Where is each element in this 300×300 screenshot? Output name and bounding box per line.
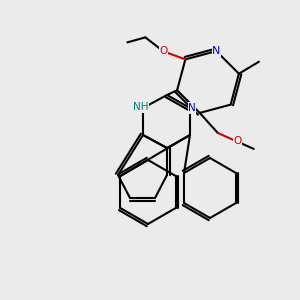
Text: O: O <box>234 136 242 146</box>
Text: O: O <box>159 46 167 56</box>
Text: N: N <box>212 46 220 56</box>
Text: N: N <box>188 103 196 113</box>
Text: NH: NH <box>133 102 149 112</box>
